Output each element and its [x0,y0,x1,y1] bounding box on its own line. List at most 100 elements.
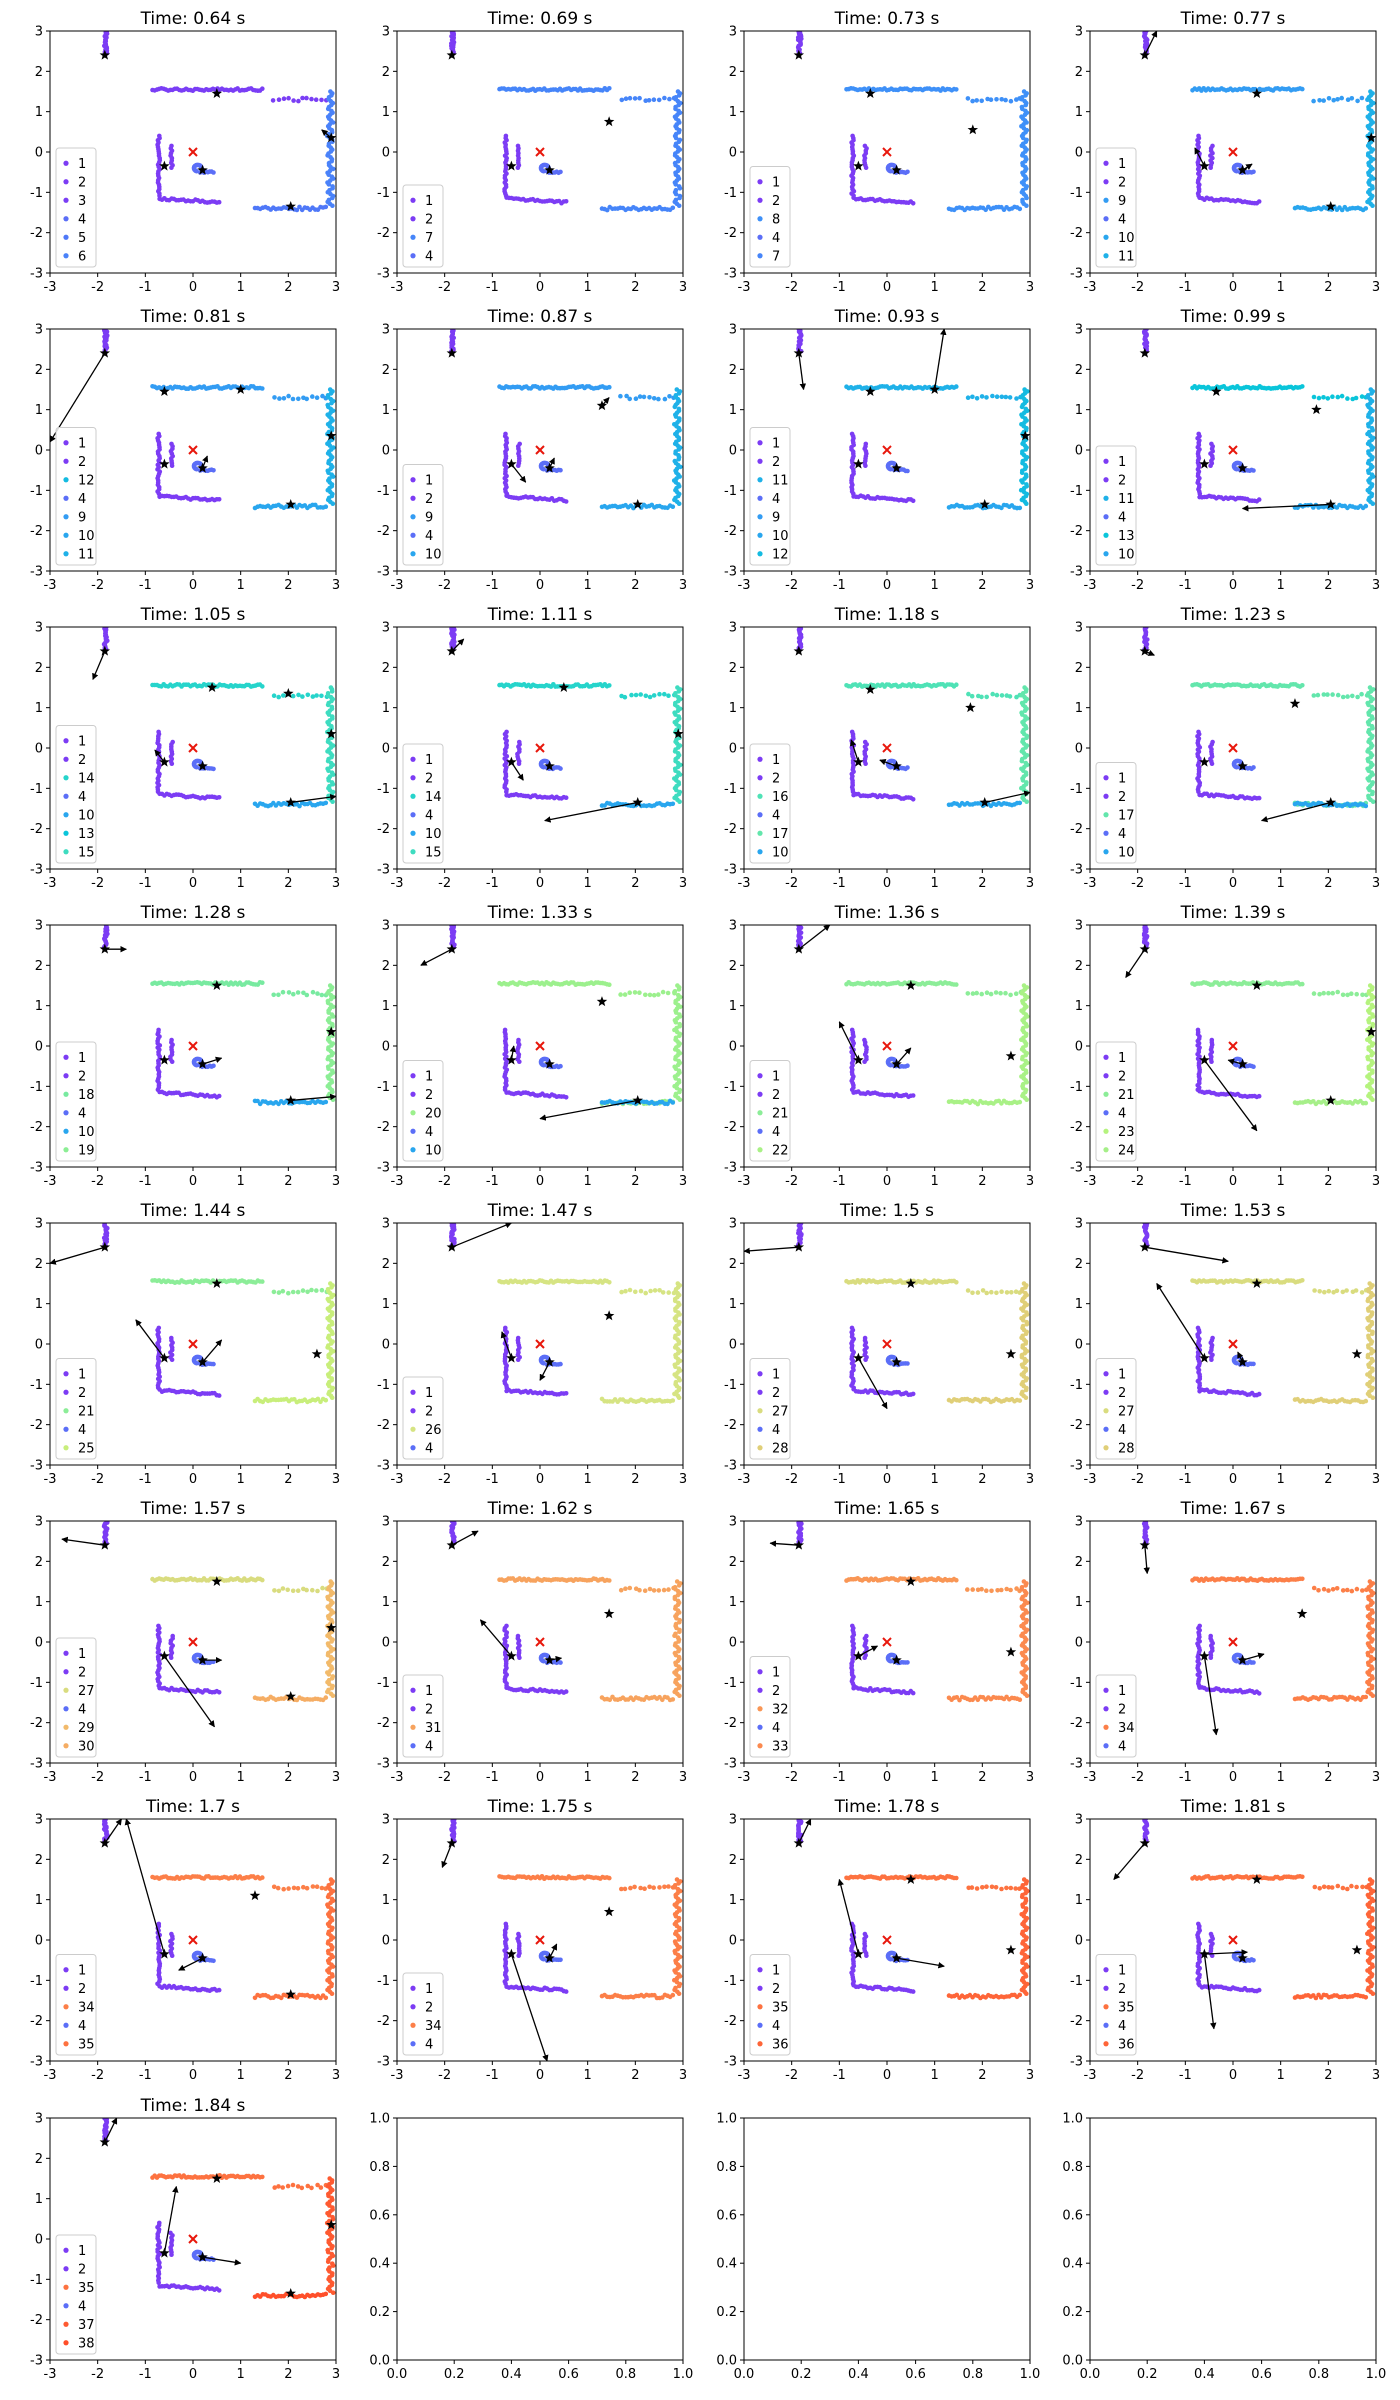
x-tick-label: 1 [237,280,245,295]
x-tick-label: 3 [1026,280,1034,295]
track-star-marker [326,430,336,441]
velocity-arrow [838,1021,859,1061]
velocity-arrow [1260,801,1331,823]
x-tick-label: 1 [584,1174,592,1189]
y-tick-label: -1 [1070,484,1083,499]
y-tick-label: 2 [729,661,737,676]
x-tick-label: 1 [931,1174,939,1189]
velocity-arrow [1241,503,1331,512]
data-point [320,393,325,399]
data-point [330,195,335,201]
plot-area [793,329,1030,511]
data-point [990,691,995,697]
x-tick-label: -2 [1131,280,1144,295]
x-tick-label: -3 [738,280,751,295]
data-point [627,396,632,402]
data-point [657,691,662,697]
plot-area [99,31,336,213]
y-tick-label: -1 [724,1080,737,1095]
legend-swatch [410,234,416,240]
track-star-marker [1325,200,1336,211]
legend-label: 10 [1118,547,1135,562]
legend-label: 10 [425,547,442,562]
data-point [798,622,803,627]
velocity-arrow [539,1099,638,1121]
data-point [323,1099,329,1105]
track-star-marker [285,1094,296,1105]
data-point [629,692,634,698]
y-tick-label: -3 [1070,565,1083,580]
legend-swatch [63,532,69,538]
data-point [452,622,457,627]
data-point [1370,427,1375,433]
legend-swatch [63,160,69,166]
legend-label: 1 [1118,157,1126,172]
data-point [1024,501,1029,507]
data-point [277,396,282,401]
subplot-title: Time: 0.93 s [834,307,940,327]
legend-label: 10 [1118,231,1135,246]
legend-swatch [757,1110,763,1116]
legend-swatch [757,812,763,818]
legend-box [55,725,97,864]
data-point [999,693,1005,698]
track-star-marker [1311,404,1322,415]
data-point [325,1056,331,1062]
series-22-rightwall [1019,983,1030,1102]
x-tick-label: 3 [332,578,340,593]
legend-swatch [63,1147,69,1153]
origin-x-marker [535,1041,545,1051]
series-8-ring [844,86,1030,213]
y-tick-label: 2 [729,959,737,974]
data-point [619,97,625,103]
data-point [1234,168,1239,174]
data-point [974,396,980,401]
x-tick-label: 2 [631,1174,639,1189]
x-tick-label: 0 [189,1174,197,1189]
legend-swatch [1103,495,1109,501]
legend-swatch [757,216,763,222]
legend-label: 8 [772,212,780,227]
data-point [984,395,989,400]
data-point [1209,761,1215,766]
legend-swatch [63,179,69,185]
data-point [677,186,683,191]
series-2-lwall [502,729,569,801]
track-star-marker [446,645,458,656]
y-tick-label: -1 [377,484,390,499]
y-tick-label: 0 [1075,146,1083,161]
subplot-title: Time: 1.28 s [140,903,246,923]
data-point [1144,31,1149,33]
data-point [286,990,292,995]
legend-swatch [410,793,416,799]
x-tick-label: 0 [189,578,197,593]
legend-swatch [757,830,763,836]
x-tick-label: 1 [931,578,939,593]
plot-area [99,925,336,1107]
legend-swatch [63,514,69,520]
legend-swatch [410,253,416,259]
track-star-marker [197,164,208,175]
origin-x-marker [188,1041,198,1051]
data-point [276,694,282,700]
series-2-lwall [1195,1027,1262,1100]
y-tick-label: 1 [35,105,43,120]
series-17-ring [1190,682,1376,809]
data-point [1340,694,1346,700]
data-point [330,474,336,479]
data-point [797,925,803,927]
data-point [677,799,682,804]
legend-label: 4 [1118,510,1126,525]
data-point [1256,199,1262,204]
legend-swatch [757,1091,763,1097]
y-tick-label: -1 [30,484,43,499]
track-star-marker [99,943,111,954]
subplot-title: Time: 0.73 s [834,9,940,29]
plot-area [793,925,1030,1107]
origin-x-marker [188,445,198,455]
subplot-title: Time: 1.05 s [140,605,246,625]
data-point [1256,795,1262,801]
data-point [286,95,291,101]
